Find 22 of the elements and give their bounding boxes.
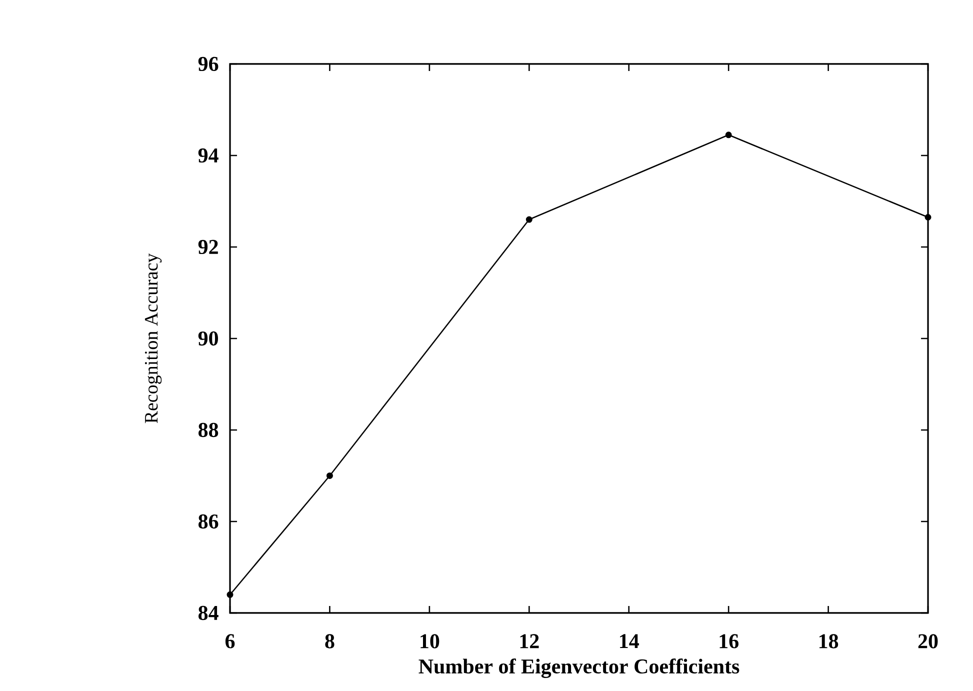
point	[226, 591, 234, 598]
x-tick-label: 10	[420, 634, 440, 648]
y-tick-label: 96	[198, 56, 218, 72]
x-axis-title: Number of Eigenvector Coefficients	[418, 658, 740, 678]
x-tick-label: 6	[225, 634, 235, 648]
point	[725, 132, 732, 138]
y-tick-label: 94	[198, 148, 218, 163]
x-tick-label: 14	[620, 634, 639, 648]
point	[924, 214, 932, 220]
x-tick-label: 20	[918, 634, 938, 648]
x-tick-label: 12	[520, 634, 539, 648]
y-tick-label: 86	[198, 514, 218, 529]
y-tick-label: 84	[198, 606, 218, 620]
y-tick-label: 88	[198, 422, 218, 438]
x-tick-label: 8	[325, 634, 334, 648]
x-tick-label: 16	[720, 634, 738, 648]
x-tick-label: 18	[819, 634, 838, 648]
y-tick-label: 90	[198, 331, 218, 346]
y-axis-title: Recognition Accuracy	[144, 253, 162, 424]
y-tick-label: 92	[198, 240, 218, 254]
point	[326, 472, 333, 479]
point	[526, 216, 532, 223]
